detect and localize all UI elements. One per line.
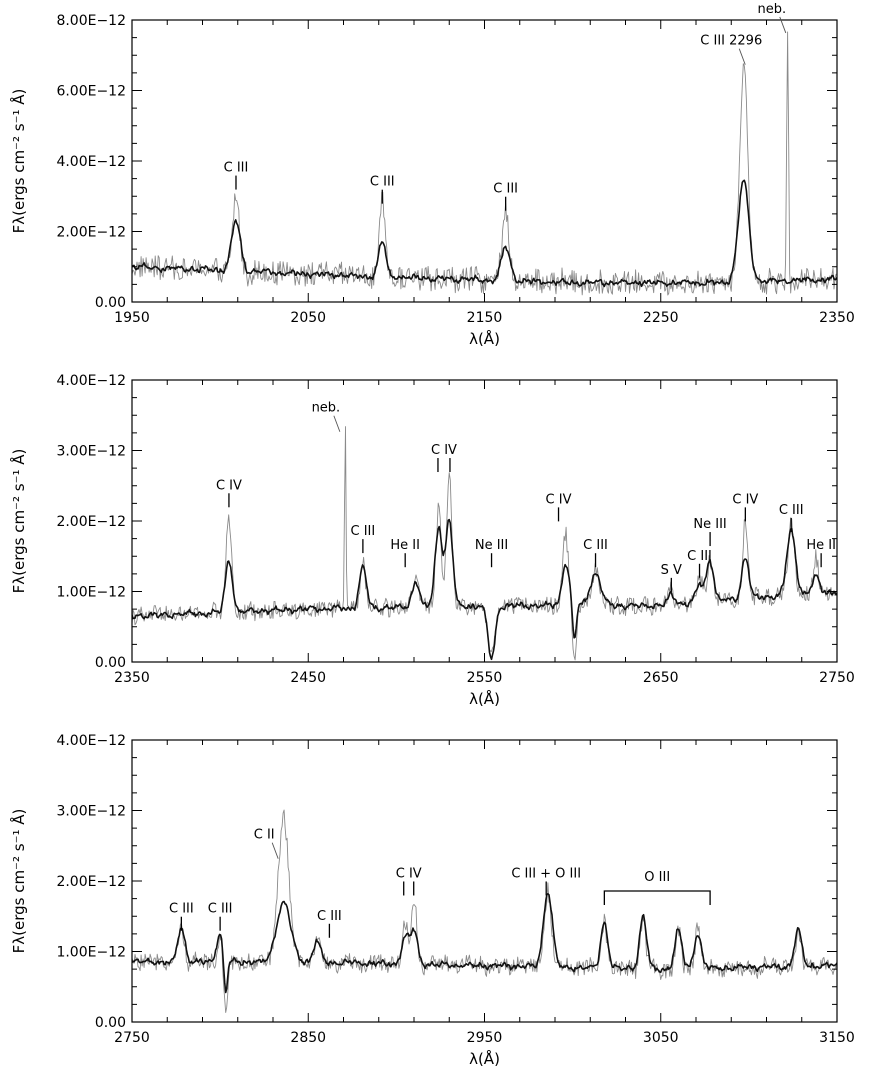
line-annotation: C III: [208, 902, 233, 917]
spectrum-panel-3: 2750 2850 2950 3050 3150 0.00 1.00E−12 2.00E−12…: [9, 733, 855, 1068]
line-annotation: C IV: [216, 478, 242, 493]
line-annotation: C IV: [546, 492, 572, 507]
y-tick-label: 8.00E−12: [56, 13, 126, 29]
line-annotation: neb.: [312, 401, 341, 416]
line-annotation: He II: [390, 538, 420, 553]
observed-spectrum-line: [132, 31, 837, 296]
y-tick-label: 0.00: [95, 295, 126, 311]
spectrum-panel-2: 2350 2450 2550 2650 2750 0.00 1.00E−12 2.00E−12…: [9, 373, 855, 708]
line-annotation: S V: [661, 563, 682, 578]
line-annotation: C III: [779, 503, 804, 518]
observed-spectrum-line: [132, 426, 837, 661]
line-annotation: C III: [687, 549, 712, 564]
x-tick-label: 2550: [467, 670, 503, 686]
leader-line: [779, 16, 787, 34]
model-spectrum-line: [132, 518, 837, 661]
y-axis-title: Fλ(ergs cm⁻² s⁻¹ Å): [9, 449, 28, 594]
x-tick-label: 2650: [643, 670, 679, 686]
y-tick-label: 1.00E−12: [56, 945, 126, 961]
line-annotation: C III 2296: [700, 34, 762, 49]
x-tick-label: 2450: [290, 670, 326, 686]
line-annotation: C III + O III: [511, 866, 581, 881]
y-tick-label: 2.00E−12: [56, 225, 126, 241]
y-axis-title: Fλ(ergs cm⁻² s⁻¹ Å): [9, 809, 28, 954]
y-tick-label: 4.00E−12: [56, 733, 126, 749]
x-tick-label: 2150: [467, 310, 503, 326]
o-iii-bracket: [603, 890, 711, 905]
x-axis-title: λ(Å): [469, 329, 500, 348]
x-axis-title: λ(Å): [469, 689, 500, 708]
x-tick-label: 2350: [114, 670, 150, 686]
line-annotation: Ne III: [475, 538, 508, 553]
line-annotation: C IV: [396, 866, 422, 881]
line-annotation: neb.: [757, 2, 786, 17]
model-spectrum-line: [132, 893, 837, 994]
line-annotation: He II: [806, 538, 836, 553]
x-tick-label: 1950: [114, 310, 150, 326]
y-tick-label: 1.00E−12: [56, 585, 126, 601]
y-tick-label: 3.00E−12: [56, 444, 126, 460]
x-tick-label: 2950: [467, 1030, 503, 1046]
x-tick-label: 2350: [819, 310, 855, 326]
y-tick-label: 2.00E−12: [56, 514, 126, 530]
x-tick-label: 2850: [290, 1030, 326, 1046]
line-annotation: C III: [317, 909, 342, 924]
leader-line: [738, 48, 746, 65]
x-tick-label: 2250: [643, 310, 679, 326]
plot-frame: [131, 739, 838, 1023]
observed-spectrum-line: [132, 809, 837, 1013]
y-tick-label: 6.00E−12: [56, 84, 126, 100]
x-tick-label: 3050: [643, 1030, 679, 1046]
line-annotation: C III: [583, 538, 608, 553]
leader-line: [333, 415, 341, 432]
y-tick-label: 0.00: [95, 655, 126, 671]
line-annotation: C II: [254, 828, 275, 843]
x-tick-label: 3150: [819, 1030, 855, 1046]
line-annotation: O III: [644, 870, 670, 885]
x-tick-label: 2050: [290, 310, 326, 326]
line-annotation: C III: [169, 902, 194, 917]
y-axis-title: Fλ(ergs cm⁻² s⁻¹ Å): [9, 89, 28, 234]
x-tick-label: 2750: [819, 670, 855, 686]
line-annotation: Ne III: [693, 517, 726, 532]
line-annotation: C III: [351, 524, 376, 539]
line-annotation: C IV: [732, 492, 758, 507]
y-tick-label: 4.00E−12: [56, 154, 126, 170]
x-axis-title: λ(Å): [469, 1049, 500, 1068]
model-spectrum-line: [132, 179, 837, 288]
y-tick-label: 3.00E−12: [56, 804, 126, 820]
plot-frame: [131, 379, 838, 663]
line-annotation: C IV: [431, 443, 457, 458]
leader-line: [271, 842, 279, 859]
line-annotation: C III: [370, 175, 395, 190]
spectrum-panel-1: 1950 2050 2150 2250 2350 0.00 2.00E−12 4.00E−12…: [9, 2, 855, 348]
y-tick-label: 0.00: [95, 1015, 126, 1031]
line-annotation: C III: [493, 182, 518, 197]
y-tick-label: 4.00E−12: [56, 373, 126, 389]
line-annotation: C III: [224, 161, 249, 176]
x-tick-label: 2750: [114, 1030, 150, 1046]
y-tick-label: 2.00E−12: [56, 874, 126, 890]
